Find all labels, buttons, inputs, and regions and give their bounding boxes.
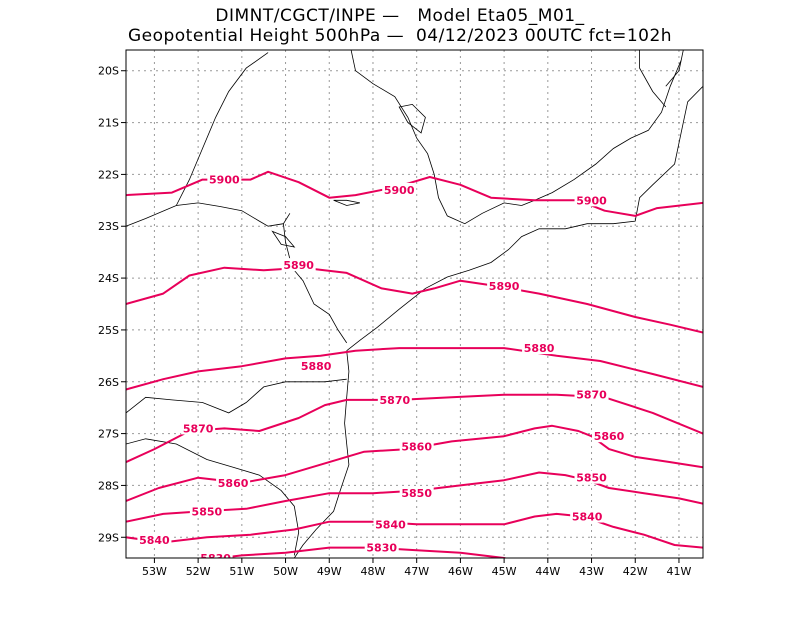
contour-label: 5830: [366, 542, 397, 555]
contour-5900: [126, 170, 703, 217]
contour-label: 5880: [524, 342, 555, 355]
contour-label-background: [373, 517, 408, 531]
contour-5880: [126, 347, 703, 391]
contour-label: 5900: [209, 174, 240, 187]
y-tick-label: 26S: [98, 376, 119, 389]
contour-label-background: [382, 182, 417, 196]
coastline-and-borders: [126, 50, 703, 558]
contour-label: 5900: [576, 194, 607, 207]
chart-title-line-1: DIMNT/CGCT/INPE — Model Eta05_M01_: [215, 6, 585, 26]
y-tick-label: 21S: [98, 117, 119, 130]
x-tick-label: 42W: [623, 565, 648, 578]
x-tick-label: 47W: [404, 565, 429, 578]
plot-frame: [125, 49, 704, 559]
contour-label-background: [377, 392, 412, 406]
boundary-line: [293, 350, 350, 558]
contour-label-background: [574, 387, 609, 401]
x-tick-label: 48W: [361, 565, 386, 578]
contour-label: 5850: [576, 472, 607, 485]
chart-title-line-2: Geopotential Height 500hPa — 04/12/2023 …: [127, 26, 673, 46]
y-tick-label: 28S: [98, 479, 119, 492]
contour-label-background: [399, 439, 434, 453]
boundary-line: [639, 50, 667, 108]
contour-label-background: [522, 341, 557, 355]
contour-label-background: [574, 193, 609, 207]
contour-label: 5890: [489, 280, 520, 293]
y-tick-label: 24S: [98, 272, 119, 285]
graticule: [126, 50, 703, 558]
contour-label: 5890: [283, 259, 314, 272]
contour-5830: [211, 546, 508, 558]
contour-label: 5840: [572, 511, 603, 524]
contour-label: 5860: [218, 477, 249, 490]
reservoir-outline: [271, 230, 296, 248]
x-tick-label: 49W: [317, 565, 342, 578]
boundary-line: [126, 378, 347, 414]
contour-label: 5830: [200, 552, 231, 565]
boundary-line: [350, 50, 522, 225]
boundary-line: [665, 50, 684, 87]
height-contours: 5900 5900 5900 5890 5890 5880 5880 5870 5870 5870…: [126, 170, 703, 565]
contour-label: 5870: [380, 394, 411, 407]
contour-label: 5860: [594, 430, 625, 443]
y-tick-label: 22S: [98, 168, 119, 181]
contour-label-background: [207, 172, 242, 186]
y-tick-label: 20S: [98, 65, 119, 78]
contour-label: 5850: [192, 505, 223, 518]
contour-label-background: [399, 486, 434, 500]
contour-label: 5860: [401, 441, 432, 454]
x-tick-label: 53W: [142, 565, 167, 578]
x-tick-label: 43W: [579, 565, 604, 578]
contour-5850: [126, 471, 703, 523]
y-tick-label: 23S: [98, 220, 119, 233]
contour-label-background: [574, 470, 609, 484]
x-tick-label: 41W: [667, 565, 692, 578]
contour-label-background: [570, 509, 605, 523]
x-tick-label: 52W: [186, 565, 211, 578]
contour-label: 5840: [139, 534, 170, 547]
contour-label-background: [198, 551, 233, 558]
contour-label: 5850: [401, 487, 432, 500]
boundary-line: [126, 202, 291, 227]
y-tick-label: 29S: [98, 531, 119, 544]
contour-label-background: [189, 504, 224, 518]
contour-label-background: [487, 278, 522, 292]
reservoir-outline: [333, 199, 360, 206]
boundary-line: [175, 52, 269, 206]
contour-5840: [126, 512, 703, 549]
contour-label-background: [592, 429, 627, 443]
contour-label-background: [137, 532, 172, 546]
axis-labels: 53W 52W 51W 50W 49W 48W 47W 46W 45W 44W 43W 42W 41W 2…: [98, 65, 692, 578]
contour-5890: [126, 266, 703, 334]
x-tick-label: 44W: [535, 565, 560, 578]
contour-label-background: [299, 359, 334, 373]
boundary-line: [126, 438, 300, 556]
reservoir-outline: [398, 103, 426, 134]
contour-label: 5870: [183, 422, 214, 435]
boundary-line: [346, 86, 703, 352]
x-tick-label: 46W: [448, 565, 473, 578]
contour-label: 5880: [301, 360, 332, 373]
contour-label: 5900: [384, 184, 415, 197]
contour-label-background: [281, 258, 316, 272]
y-tick-label: 27S: [98, 428, 119, 441]
x-tick-label: 51W: [229, 565, 254, 578]
contour-label: 5840: [375, 518, 406, 531]
y-tick-label: 25S: [98, 324, 119, 337]
x-tick-label: 45W: [492, 565, 517, 578]
boundary-line: [283, 223, 348, 344]
contour-label-background: [364, 540, 399, 554]
contour-label: 5870: [576, 389, 607, 402]
contour-label-background: [216, 475, 251, 489]
contour-label-background: [181, 421, 216, 435]
x-tick-label: 50W: [273, 565, 298, 578]
boundary-line: [521, 60, 682, 206]
